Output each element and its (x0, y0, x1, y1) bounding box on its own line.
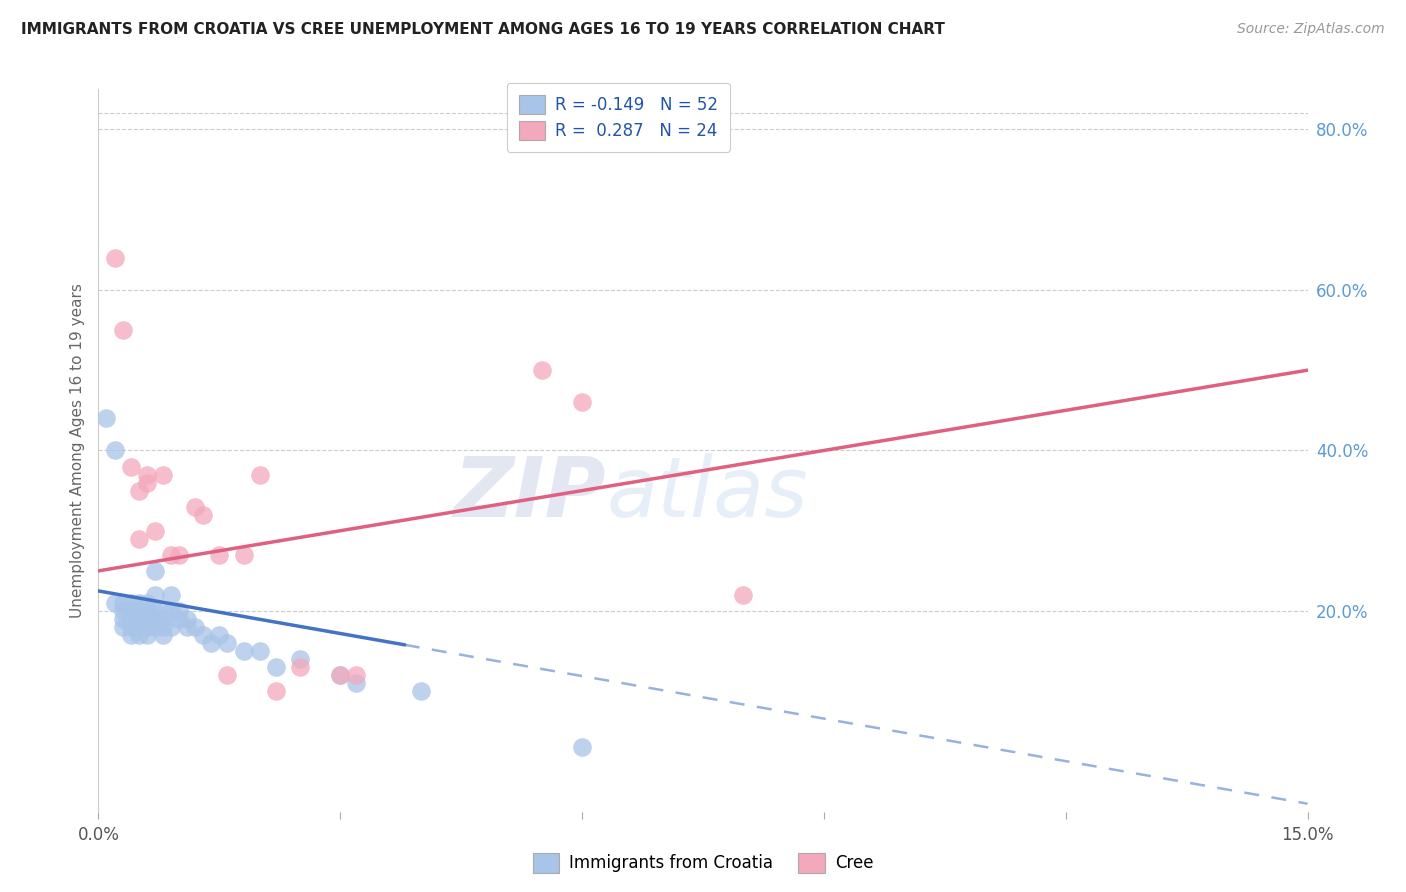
Point (264, 684, 287, 698)
Point (184, 620, 207, 634)
Text: ZIP: ZIP (454, 453, 606, 534)
Text: atlas: atlas (606, 453, 808, 534)
Point (152, 612, 174, 626)
Point (120, 604, 142, 618)
Point (120, 596, 142, 610)
Point (152, 620, 174, 634)
Point (200, 636, 222, 650)
Legend: R = -0.149   N = 52, R =  0.287   N = 24: R = -0.149 N = 52, R = 0.287 N = 24 (506, 83, 730, 152)
Point (160, 548, 183, 562)
Point (143, 524, 166, 538)
Point (344, 676, 367, 690)
Point (167, 604, 190, 618)
Point (120, 612, 142, 626)
Text: IMMIGRANTS FROM CROATIA VS CREE UNEMPLOYMENT AMONG AGES 16 TO 19 YEARS CORRELATI: IMMIGRANTS FROM CROATIA VS CREE UNEMPLOY… (21, 22, 945, 37)
Point (409, 684, 432, 698)
Point (232, 644, 254, 658)
Point (571, 740, 593, 755)
Point (184, 500, 207, 514)
Point (135, 475, 157, 490)
Point (152, 604, 174, 618)
Point (249, 644, 271, 658)
Legend: Immigrants from Croatia, Cree: Immigrants from Croatia, Cree (526, 847, 880, 880)
Point (193, 508, 215, 522)
Point (176, 612, 198, 626)
Point (111, 612, 134, 626)
Point (120, 459, 142, 474)
Point (329, 668, 352, 682)
Y-axis label: Unemployment Among Ages 16 to 19 years: Unemployment Among Ages 16 to 19 years (69, 283, 84, 618)
Point (128, 604, 150, 618)
Point (571, 395, 593, 409)
Point (329, 668, 352, 682)
Point (111, 596, 134, 610)
Point (103, 443, 125, 458)
Point (208, 548, 231, 562)
Point (733, 588, 755, 602)
Point (217, 668, 239, 682)
Point (135, 596, 157, 610)
Point (103, 596, 125, 610)
Point (111, 604, 134, 618)
Point (135, 604, 157, 618)
Text: Source: ZipAtlas.com: Source: ZipAtlas.com (1237, 22, 1385, 37)
Point (143, 588, 166, 602)
Point (249, 467, 271, 482)
Point (232, 548, 254, 562)
Point (167, 612, 190, 626)
Point (111, 620, 134, 634)
Point (128, 620, 150, 634)
Point (96, 411, 118, 425)
Point (208, 628, 231, 642)
Point (217, 636, 239, 650)
Point (128, 604, 150, 618)
Point (143, 604, 166, 618)
Point (111, 323, 134, 337)
Point (152, 467, 174, 482)
Point (143, 612, 166, 626)
Point (143, 620, 166, 634)
Point (160, 620, 183, 634)
Point (193, 628, 215, 642)
Point (167, 548, 190, 562)
Point (120, 620, 142, 634)
Point (103, 251, 125, 265)
Point (135, 620, 157, 634)
Point (128, 532, 150, 546)
Point (288, 652, 311, 666)
Point (128, 612, 150, 626)
Point (128, 483, 150, 498)
Point (264, 660, 287, 674)
Point (135, 628, 157, 642)
Point (344, 668, 367, 682)
Point (160, 588, 183, 602)
Point (143, 564, 166, 578)
Point (128, 628, 150, 642)
Point (176, 620, 198, 634)
Point (152, 628, 174, 642)
Point (530, 363, 553, 377)
Point (128, 596, 150, 610)
Point (135, 467, 157, 482)
Point (288, 660, 311, 674)
Point (135, 612, 157, 626)
Point (120, 628, 142, 642)
Point (160, 604, 183, 618)
